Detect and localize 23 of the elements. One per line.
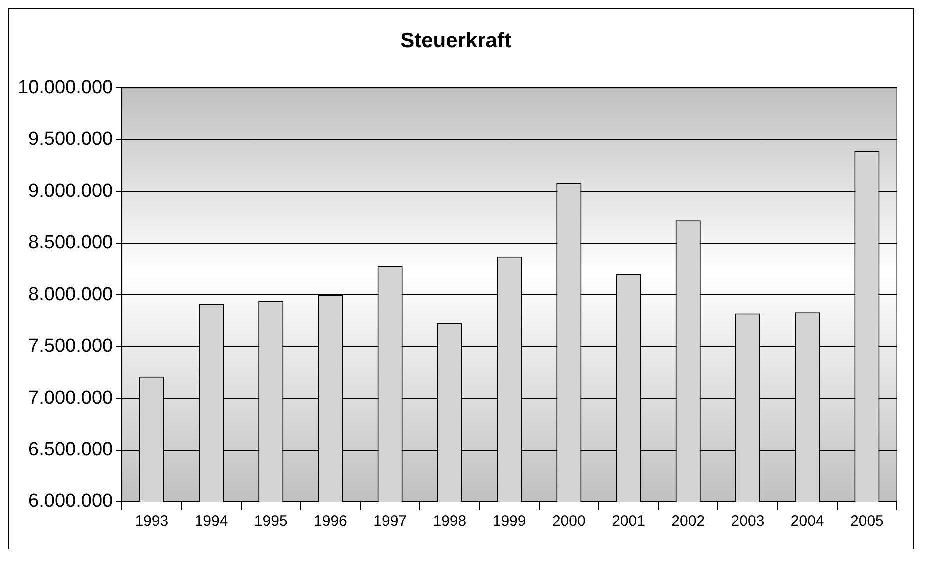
y-tick-label: 6.500.000 [28,440,114,461]
y-tick-label: 10.000.000 [18,77,114,98]
x-tick-label: 2002 [672,513,706,530]
y-tick-label: 8.000.000 [28,284,114,306]
x-tick-label: 2000 [552,513,586,530]
x-tick-label: 2005 [850,513,884,530]
x-tick-label: 2003 [731,513,765,530]
y-tick-label: 6.000.000 [28,491,114,512]
y-tick-label: 9.500.000 [28,129,114,150]
x-tick-label: 1997 [374,513,408,530]
x-tick-label: 1995 [254,513,288,530]
x-tick-label: 1999 [492,513,526,530]
x-tick-label: 1993 [135,513,169,530]
chart-title: Steuerkraft [400,29,512,52]
x-tick-label: 2001 [612,513,646,530]
y-tick-label: 7.000.000 [28,388,114,409]
y-tick-label: 9.000.000 [28,180,114,202]
x-tick-label: 1998 [433,513,467,530]
x-tick-label: 1994 [194,513,228,530]
x-tick-label: 1996 [314,513,348,530]
y-tick-label: 7.500.000 [28,336,114,358]
y-tick-label: 8.500.000 [28,232,114,254]
x-tick-label: 2004 [790,513,824,530]
